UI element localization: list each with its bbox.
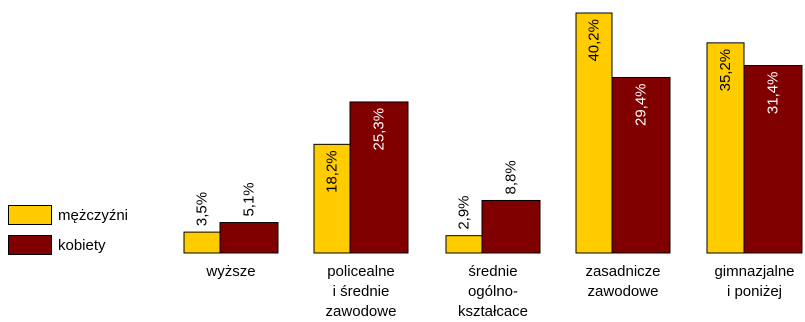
legend-swatch-men xyxy=(8,205,52,225)
data-label-men-3: 40,2% xyxy=(586,19,603,62)
bar-women-4 xyxy=(743,65,803,254)
bar-women-2 xyxy=(481,199,541,254)
legend-label-men: mężczyźni xyxy=(58,206,129,224)
category-label-2: średnie ogólno-kształcace xyxy=(458,263,528,320)
bar-men-3 xyxy=(575,12,613,254)
data-label-men-1: 18,2% xyxy=(324,150,341,193)
legend-item-women: kobiety xyxy=(8,230,128,260)
legend-label-women: kobiety xyxy=(58,236,106,254)
data-label-men-2: 2,9% xyxy=(456,195,473,229)
bar-men-2 xyxy=(445,235,483,254)
data-label-women-4: 31,4% xyxy=(765,72,782,115)
data-label-men-4: 35,2% xyxy=(717,49,734,92)
category-label-4: gimnazjalne i poniżej xyxy=(714,263,794,300)
data-label-women-2: 8,8% xyxy=(503,160,520,194)
data-label-women-3: 29,4% xyxy=(633,83,650,126)
category-label-0: wyższe xyxy=(205,263,255,280)
bar-men-4 xyxy=(706,42,745,254)
category-label-3: zasadnicze zawodowe xyxy=(585,263,660,300)
category-label-1: policealne i średnie zawodowe xyxy=(326,263,397,320)
legend: mężczyźni kobiety xyxy=(8,200,128,260)
bar-women-1 xyxy=(349,101,409,254)
legend-item-men: mężczyźni xyxy=(8,200,128,230)
data-label-women-0: 5,1% xyxy=(241,182,258,216)
legend-swatch-women xyxy=(8,235,52,255)
bar-women-3 xyxy=(611,76,671,254)
bar-women-0 xyxy=(219,222,279,254)
data-label-women-1: 25,3% xyxy=(371,108,388,151)
bar-men-1 xyxy=(313,143,351,254)
bar-men-0 xyxy=(183,231,221,254)
data-label-men-0: 3,5% xyxy=(194,192,211,226)
